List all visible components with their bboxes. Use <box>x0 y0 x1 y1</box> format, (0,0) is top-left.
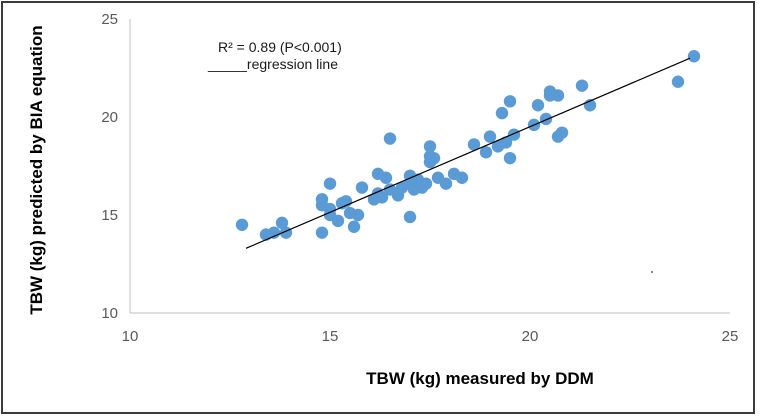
x-tick-labels: 10 15 20 25 <box>122 328 739 345</box>
data-point <box>315 226 329 239</box>
data-point <box>423 140 437 153</box>
data-point <box>419 177 433 190</box>
data-point <box>499 136 513 149</box>
data-points <box>235 50 701 241</box>
data-point <box>467 138 481 151</box>
data-point <box>323 177 337 190</box>
y-tick-label: 15 <box>101 207 118 224</box>
data-point <box>507 128 521 141</box>
y-tick-label: 10 <box>101 305 118 322</box>
y-tick-label: 20 <box>101 109 118 126</box>
data-point <box>427 151 441 165</box>
data-point <box>267 226 281 239</box>
x-tick-label: 20 <box>522 328 539 345</box>
data-point <box>275 216 289 230</box>
data-point <box>347 220 361 233</box>
data-point <box>539 112 553 126</box>
data-point <box>671 75 685 88</box>
data-point <box>551 89 565 102</box>
regression-line-annotation: _____regression line <box>207 56 338 72</box>
y-axis-title: TBW (kg) predicted by BIA equation <box>27 25 46 314</box>
data-point <box>575 79 589 92</box>
data-point <box>379 171 393 184</box>
data-point <box>503 151 517 165</box>
data-point <box>495 106 509 120</box>
x-tick-label: 15 <box>322 328 339 345</box>
data-point <box>403 210 417 224</box>
data-point <box>455 171 469 184</box>
data-point <box>235 218 249 231</box>
regression-line <box>245 57 691 249</box>
data-point <box>375 191 389 204</box>
x-tick-label: 10 <box>122 328 139 345</box>
data-point <box>331 214 345 228</box>
stray-dot <box>651 271 653 273</box>
data-point <box>479 146 493 159</box>
data-point <box>503 95 517 108</box>
data-point <box>315 193 329 206</box>
data-point <box>687 50 701 63</box>
y-tick-labels: 10 15 20 25 <box>101 11 118 322</box>
data-point <box>351 208 365 222</box>
y-tick-label: 25 <box>101 11 118 28</box>
data-point <box>355 181 369 194</box>
axes <box>129 19 730 314</box>
data-point <box>439 177 453 190</box>
x-tick-label: 25 <box>722 328 739 345</box>
data-point <box>383 132 397 145</box>
data-point <box>555 126 569 139</box>
r-squared-annotation: R² = 0.89 (P<0.001) <box>218 39 342 55</box>
x-axis-title: TBW (kg) measured by DDM <box>366 369 594 388</box>
data-point <box>483 130 497 143</box>
data-point <box>531 99 545 112</box>
